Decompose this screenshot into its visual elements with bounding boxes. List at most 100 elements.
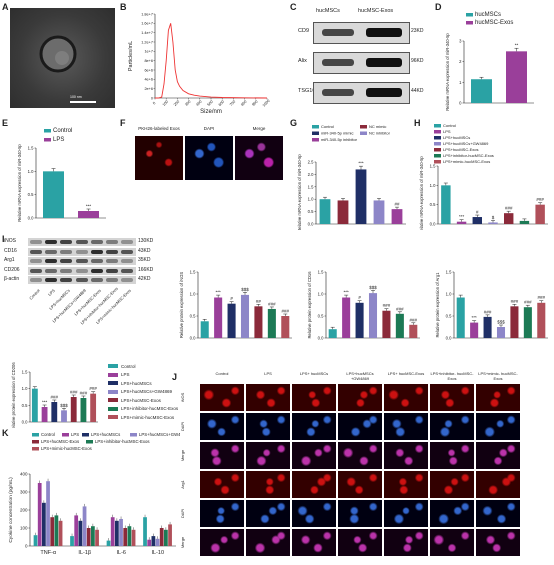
blot-col-label: hucMSC-Exos [358,8,394,14]
y-axis-label: Relative protein expression of Arg1 [435,272,440,338]
legend-swatch [434,130,441,134]
y-tick-label: 1.5 [430,164,436,169]
x-tick-label: 300 [184,100,191,107]
y-tick-label: 4e+6 [144,78,153,82]
y-tick-label: 0 [151,96,153,100]
bar [200,321,209,338]
blot-protein-label: Arg1 [4,257,15,263]
blot-membrane [313,52,410,74]
if-image-cell [430,413,474,440]
if-column-label: LPS+ hucMSCs [299,371,329,376]
panel-i-arg1-chart: 0.0 0.5 1.0 1.5 Relative protein expression … [435,270,548,341]
bar [373,200,385,224]
x-tick-label: 100 [162,100,169,107]
if-column-label: LPS+mimic- hucMSC-Exos [478,371,518,381]
bar [33,535,38,546]
bar [240,294,250,338]
if-column-label: LPS [264,371,272,376]
blot-band [90,278,103,282]
y-tick-label: 3 [459,39,462,44]
y-tick-label: 0.0 [318,336,324,341]
panel-letter-d: D [435,2,442,12]
legend-swatch [434,148,441,152]
x-tick-label: 500 [207,100,214,107]
bar [151,536,156,546]
significance-mark: $$$ [60,403,68,408]
blot-band [106,259,118,263]
if-image-cell [476,442,520,469]
x-tick-label: 800 [240,100,247,107]
blot-protein-label: Alix [298,58,307,64]
y-tick-label: 1.8e+7 [141,12,153,16]
bar [86,528,91,546]
y-tick-label: 0 [459,101,462,106]
significance-mark: ### [282,309,290,314]
if-image-cell [338,529,382,556]
y-tick-label: 2 [459,59,462,64]
if-image-cell [430,471,474,498]
blot-band [322,89,354,96]
y-axis-label: Relative protein expression of iNOS [179,272,184,339]
y-tick-label: 1e+7 [144,50,153,54]
legend-label: NC mimic [369,124,386,129]
y-tick-label: 1.0 [28,169,34,174]
legend-label: LPS+mimic-hucMSC-Exos [121,414,175,420]
panel-letter-k: K [2,428,9,438]
blot-band [322,29,354,36]
blot-band [106,268,118,273]
panel-k-cytokine-chart: 0 100 200 300 400 Cyokine concentration (pg/m… [8,432,180,556]
blot-band [60,278,73,282]
significance-mark: ## [256,299,262,304]
blot-band [121,278,134,282]
bar [456,297,465,338]
if-image-cell [476,384,520,411]
legend-swatch [434,124,441,128]
bar [537,302,546,338]
blot-band [90,259,103,263]
if-image-cell [430,529,474,556]
bar [110,517,115,546]
bar [395,313,404,338]
significance-mark: ### [383,303,391,308]
bar [164,529,168,546]
if-image-cell [384,471,428,498]
bar [80,398,87,422]
significance-mark: ### [484,309,492,314]
legend-swatch [108,381,118,385]
significance-mark: ### [396,306,404,311]
bar [267,308,276,338]
bar [227,303,236,338]
if-column-label: Control [215,371,229,376]
legend-swatch [466,13,473,17]
legend-label: Control [321,124,334,129]
y-tick-label: 0.5 [318,314,324,319]
legend-swatch [434,142,441,146]
legend-label: LPS+hucMSCs [121,380,152,386]
if-row-label: Merge [180,449,185,462]
significance-mark: ### [505,206,513,211]
legend-label: LPS+inhibitor-hucMSC-Exos [121,406,179,411]
y-axis-label: Relative protein expression of CD206 [11,362,16,428]
bar [78,520,83,546]
significance-mark: ### [511,299,519,304]
blot-band [30,268,42,273]
significance-mark: *** [344,290,350,295]
significance-mark: *** [459,214,465,219]
bar [82,506,87,546]
bar [535,204,545,224]
bar [78,211,99,218]
blot-band [106,240,118,244]
legend-label: LPS+hucMSC-Exos [121,397,161,403]
y-tick-label: 6e+6 [144,68,153,72]
blot-row: TSG101 44KD [298,80,432,104]
blot-band [106,249,118,254]
scale-bar-label: 100 nm [70,95,82,99]
if-row-label: iNOS [180,392,185,403]
bar [70,536,74,546]
blot-row: Alix 96KD [298,50,432,74]
bar [58,520,63,546]
bar [470,322,479,338]
blot-kd-label: 130KD [138,238,154,244]
if-image-cell [338,384,382,411]
blot-protein-label: CD206 [4,266,20,273]
